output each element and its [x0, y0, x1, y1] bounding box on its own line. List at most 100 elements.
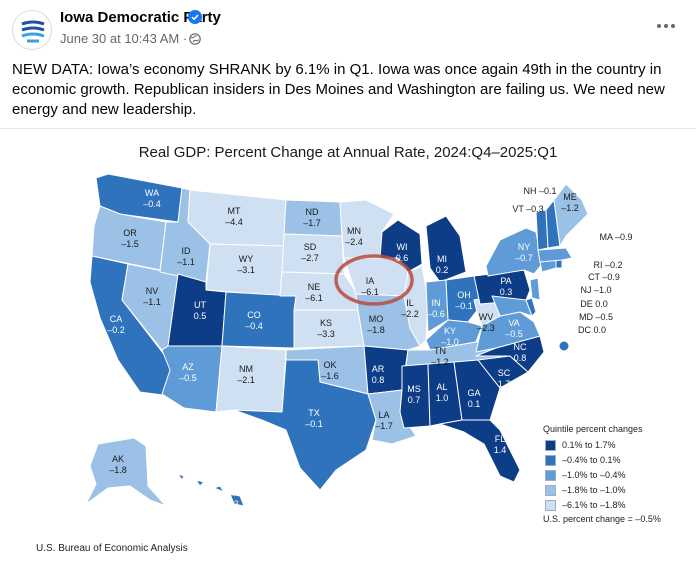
state-value-UT: 0.5: [194, 311, 207, 321]
legend-item: –0.4% to 0.1%: [545, 454, 621, 466]
state-value-OR: –1.5: [121, 239, 139, 249]
state-abbr-CA: CA: [110, 314, 123, 324]
state-value-MT: –4.4: [225, 217, 243, 227]
state-label-MA: MA –0.9: [599, 232, 632, 242]
state-ME: [553, 183, 589, 247]
state-value-FL: 1.4: [494, 445, 507, 455]
page-avatar[interactable]: [12, 10, 52, 50]
state-abbr-NE: NE: [308, 282, 321, 292]
state-value-NY: –0.7: [515, 253, 533, 263]
state-value-NM: –2.1: [237, 375, 255, 385]
state-abbr-AL: AL: [436, 382, 447, 392]
state-value-NV: –1.1: [143, 297, 161, 307]
legend-swatch: [545, 439, 556, 451]
state-abbr-KY: KY: [444, 326, 456, 336]
legend-item: –1.8% to –1.0%: [545, 484, 626, 496]
legend-swatch: [545, 484, 556, 496]
state-value-ME: –1.2: [561, 203, 579, 213]
iowa-highlight-circle: [334, 254, 414, 306]
page-name[interactable]: Iowa Democratic Party: [60, 9, 221, 26]
state-AR: [363, 345, 409, 395]
state-label-DE: DE 0.0: [580, 299, 608, 309]
legend-swatch: [545, 454, 556, 466]
state-GA: [453, 359, 501, 421]
more-options-button[interactable]: [650, 12, 682, 40]
state-abbr-NV: NV: [146, 286, 159, 296]
state-value-WI: 0.6: [396, 253, 409, 263]
legend-label: –1.8% to –1.0%: [562, 485, 626, 495]
verified-badge-icon: [188, 10, 202, 24]
state-abbr-SD: SD: [304, 242, 317, 252]
state-value-IN: –0.6: [427, 309, 445, 319]
state-DC: [558, 340, 570, 352]
state-label-VT: VT –0.3: [512, 204, 543, 214]
post-header: Iowa Democratic Party June 30 at 10:43 A…: [0, 0, 696, 56]
state-abbr-PA: PA: [500, 276, 511, 286]
state-value-ID: –1.1: [177, 257, 195, 267]
state-value-WY: –3.1: [237, 265, 255, 275]
state-value-SD: –2.7: [301, 253, 319, 263]
state-RI: [555, 259, 563, 269]
state-value-HI: –0.3: [221, 499, 239, 509]
map-title: Real GDP: Percent Change at Annual Rate,…: [138, 144, 558, 161]
state-value-CO: –0.4: [245, 321, 263, 331]
legend-label: –1.0% to –0.4%: [562, 470, 626, 480]
us-gdp-map: WA–0.4OR–1.5CA–0.2NV–1.1ID–1.1MT–4.4WY–3…: [85, 173, 633, 509]
state-MA: [537, 247, 573, 263]
state-abbr-TN: TN: [434, 346, 446, 356]
state-abbr-MN: MN: [347, 226, 361, 236]
state-value-IA: –6.1: [361, 287, 379, 297]
state-value-NE: –6.1: [305, 293, 323, 303]
state-value-OH: –0.1: [455, 301, 473, 311]
legend-item: –1.0% to –0.4%: [545, 469, 626, 481]
state-abbr-ID: ID: [182, 246, 192, 256]
state-DE: [525, 297, 537, 317]
post-timestamp[interactable]: June 30 at 10:43 AM ·: [60, 31, 188, 46]
more-dot: [671, 24, 675, 28]
state-label-CT: CT –0.9: [588, 272, 620, 282]
state-abbr-MI: MI: [437, 254, 447, 264]
legend-label: –0.4% to 0.1%: [562, 455, 621, 465]
state-labels-group: WA–0.4OR–1.5CA–0.2NV–1.1ID–1.1MT–4.4WY–3…: [107, 186, 632, 509]
state-value-AK: –1.8: [109, 465, 127, 475]
state-abbr-WI: WI: [397, 242, 408, 252]
state-value-MS: 0.7: [408, 395, 421, 405]
state-label-MD: MD –0.5: [579, 312, 613, 322]
state-value-AZ: –0.5: [179, 373, 197, 383]
state-abbr-AZ: AZ: [182, 362, 194, 372]
legend-swatch: [545, 469, 556, 481]
state-abbr-WV: WV: [479, 312, 494, 322]
state-value-WV: –2.3: [477, 323, 495, 333]
state-value-WA: –0.4: [143, 199, 161, 209]
state-abbr-MS: MS: [407, 384, 421, 394]
state-abbr-MT: MT: [228, 206, 241, 216]
legend-label: 0.1% to 1.7%: [562, 440, 616, 450]
state-value-PA: 0.3: [500, 287, 513, 297]
state-abbr-GA: GA: [467, 388, 480, 398]
state-abbr-WA: WA: [145, 188, 159, 198]
legend-item: –6.1% to –1.8%: [545, 499, 626, 511]
state-HI: [177, 473, 245, 507]
state-abbr-ND: ND: [306, 207, 319, 217]
state-AK: [85, 437, 167, 507]
state-abbr-CO: CO: [247, 310, 261, 320]
state-value-IL: –2.2: [401, 309, 419, 319]
state-label-NJ: NJ –1.0: [580, 285, 611, 295]
state-value-CA: –0.2: [107, 325, 125, 335]
state-abbr-MO: MO: [369, 314, 384, 324]
legend-title: Quintile percent changes: [543, 424, 643, 434]
state-value-TX: –0.1: [305, 419, 323, 429]
state-NJ: [529, 277, 541, 301]
state-abbr-TX: TX: [308, 408, 320, 418]
state-value-TN: –1.2: [431, 357, 449, 367]
state-value-VA: –0.5: [505, 329, 523, 339]
state-abbr-FL: FL: [495, 434, 506, 444]
state-value-MN: –2.4: [345, 237, 363, 247]
state-abbr-HI: HI: [226, 488, 235, 498]
state-FL: [439, 419, 521, 483]
state-value-AL: 1.0: [436, 393, 449, 403]
state-label-RI: RI –0.2: [593, 260, 622, 270]
us-percent-change: U.S. percent change = –0.5%: [543, 514, 661, 524]
state-value-MO: –1.8: [367, 325, 385, 335]
state-label-NH: NH –0.1: [523, 186, 556, 196]
